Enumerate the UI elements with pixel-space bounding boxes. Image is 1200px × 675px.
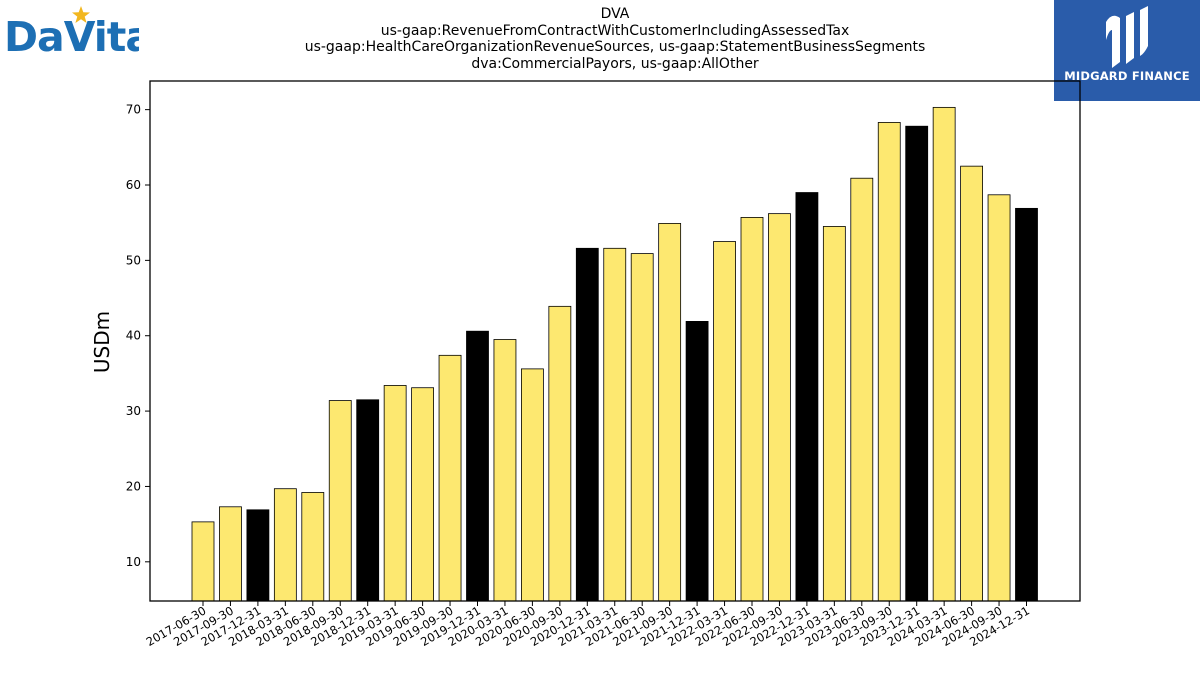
- bar-2021-06-30: [630, 253, 654, 602]
- logo-wordmark: DaVita: [4, 13, 139, 56]
- bar-2023-12-31: [905, 125, 929, 602]
- bar-2024-03-31: [932, 106, 956, 602]
- bar-2018-03-31: [273, 488, 297, 602]
- chart-title-line-1: DVA: [600, 6, 630, 22]
- y-tick-label: 10: [126, 555, 141, 569]
- bar-2022-12-31: [795, 192, 819, 602]
- chart-title-line-4: dva:CommercialPayors, us-gaap:AllOther: [471, 55, 759, 72]
- y-tick-label: 40: [126, 329, 141, 343]
- bar-2023-03-31: [822, 226, 846, 602]
- bar-2018-12-31: [356, 399, 380, 602]
- bar-2022-06-30: [740, 217, 764, 602]
- davita-logo: DaVita: [4, 6, 139, 56]
- logo-star-icon: [72, 6, 90, 23]
- chart-title-line-3: us-gaap:HealthCareOrganizationRevenueSou…: [304, 39, 926, 55]
- bar-2018-06-30: [301, 492, 325, 602]
- partner-name: MIDGARD FINANCE: [1064, 69, 1190, 83]
- bar-2020-06-30: [521, 368, 544, 602]
- bar-2021-09-30: [658, 223, 682, 602]
- bar-2024-12-31: [1015, 207, 1038, 602]
- bar-2021-12-31: [685, 321, 709, 602]
- bar-2023-09-30: [877, 122, 901, 602]
- chart-title: DVA us-gaap:RevenueFromContractWithCusto…: [0, 6, 1200, 72]
- bar-2017-06-30: [191, 521, 215, 602]
- bar-2017-12-31: [246, 509, 270, 602]
- bar-2019-06-30: [411, 387, 435, 602]
- y-tick-label: 50: [126, 253, 141, 267]
- bar-2019-09-30: [438, 354, 462, 602]
- bar-2018-09-30: [328, 400, 352, 602]
- bar-2020-03-31: [493, 339, 517, 602]
- bar-2024-09-30: [987, 194, 1011, 602]
- y-tick-label: 60: [126, 178, 141, 192]
- bar-2022-09-30: [768, 213, 791, 602]
- bar-2021-03-31: [603, 247, 627, 602]
- bar-2017-09-30: [219, 506, 242, 602]
- plot-area: 102030405060702017-06-302017-09-302017-1…: [126, 80, 1081, 649]
- bar-2023-06-30: [850, 177, 874, 602]
- chart-title-line-2: us-gaap:RevenueFromContractWithCustomerI…: [380, 22, 850, 39]
- midgard-emblem-icon: [1106, 6, 1148, 68]
- midgard-finance-logo: MIDGARD FINANCE: [1054, 0, 1200, 101]
- y-axis-label: USDm: [90, 311, 114, 373]
- bar-2019-03-31: [383, 385, 407, 602]
- y-tick-label: 70: [126, 103, 141, 117]
- bar-2020-12-31: [575, 247, 599, 602]
- bar-2024-06-30: [960, 165, 983, 602]
- y-tick-label: 20: [126, 479, 141, 493]
- bar-2019-12-31: [466, 330, 489, 602]
- bar-2022-03-31: [713, 241, 736, 602]
- bar-2020-09-30: [548, 305, 572, 602]
- y-tick-label: 30: [126, 404, 141, 418]
